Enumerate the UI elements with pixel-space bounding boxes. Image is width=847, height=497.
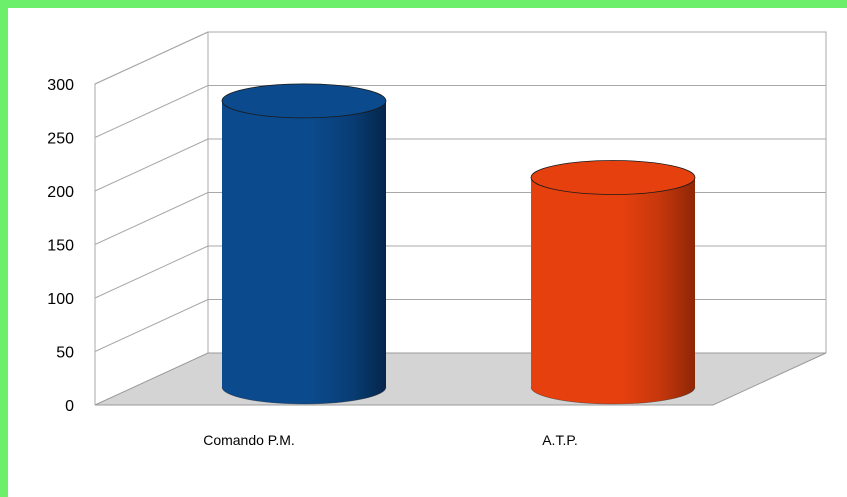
bar-top [530, 160, 696, 195]
bar [221, 83, 387, 405]
chart-bars [221, 83, 696, 405]
y-tick-label: 200 [47, 184, 74, 201]
y-tick-label: 0 [65, 398, 74, 415]
y-tick-label: 150 [47, 238, 74, 255]
gridline-side [94, 192, 209, 245]
y-tick-label: 100 [47, 291, 74, 308]
x-category-label: A.T.P. [542, 432, 578, 448]
floor [94, 352, 827, 406]
bar-body [531, 177, 695, 404]
bar-base-edge [530, 386, 696, 405]
bar-top [221, 83, 387, 119]
gridline-side [94, 31, 209, 85]
x-category-label: Comando P.M. [203, 432, 295, 448]
chart-walls [94, 31, 827, 406]
bar-base-edge [221, 386, 387, 405]
y-tick-label: 50 [56, 345, 74, 362]
bar [530, 160, 696, 405]
y-tick-label: 300 [47, 77, 74, 94]
chart-labels: 0 50 100 150 200 250 300 Comando P.M. A.T.P. [47, 77, 577, 448]
gridline-side [94, 299, 209, 352]
y-tick-label: 250 [47, 131, 74, 148]
gridline-side [94, 245, 209, 299]
gridline-side [94, 138, 209, 192]
bar-body [222, 100, 386, 404]
gridline-side [94, 85, 209, 138]
